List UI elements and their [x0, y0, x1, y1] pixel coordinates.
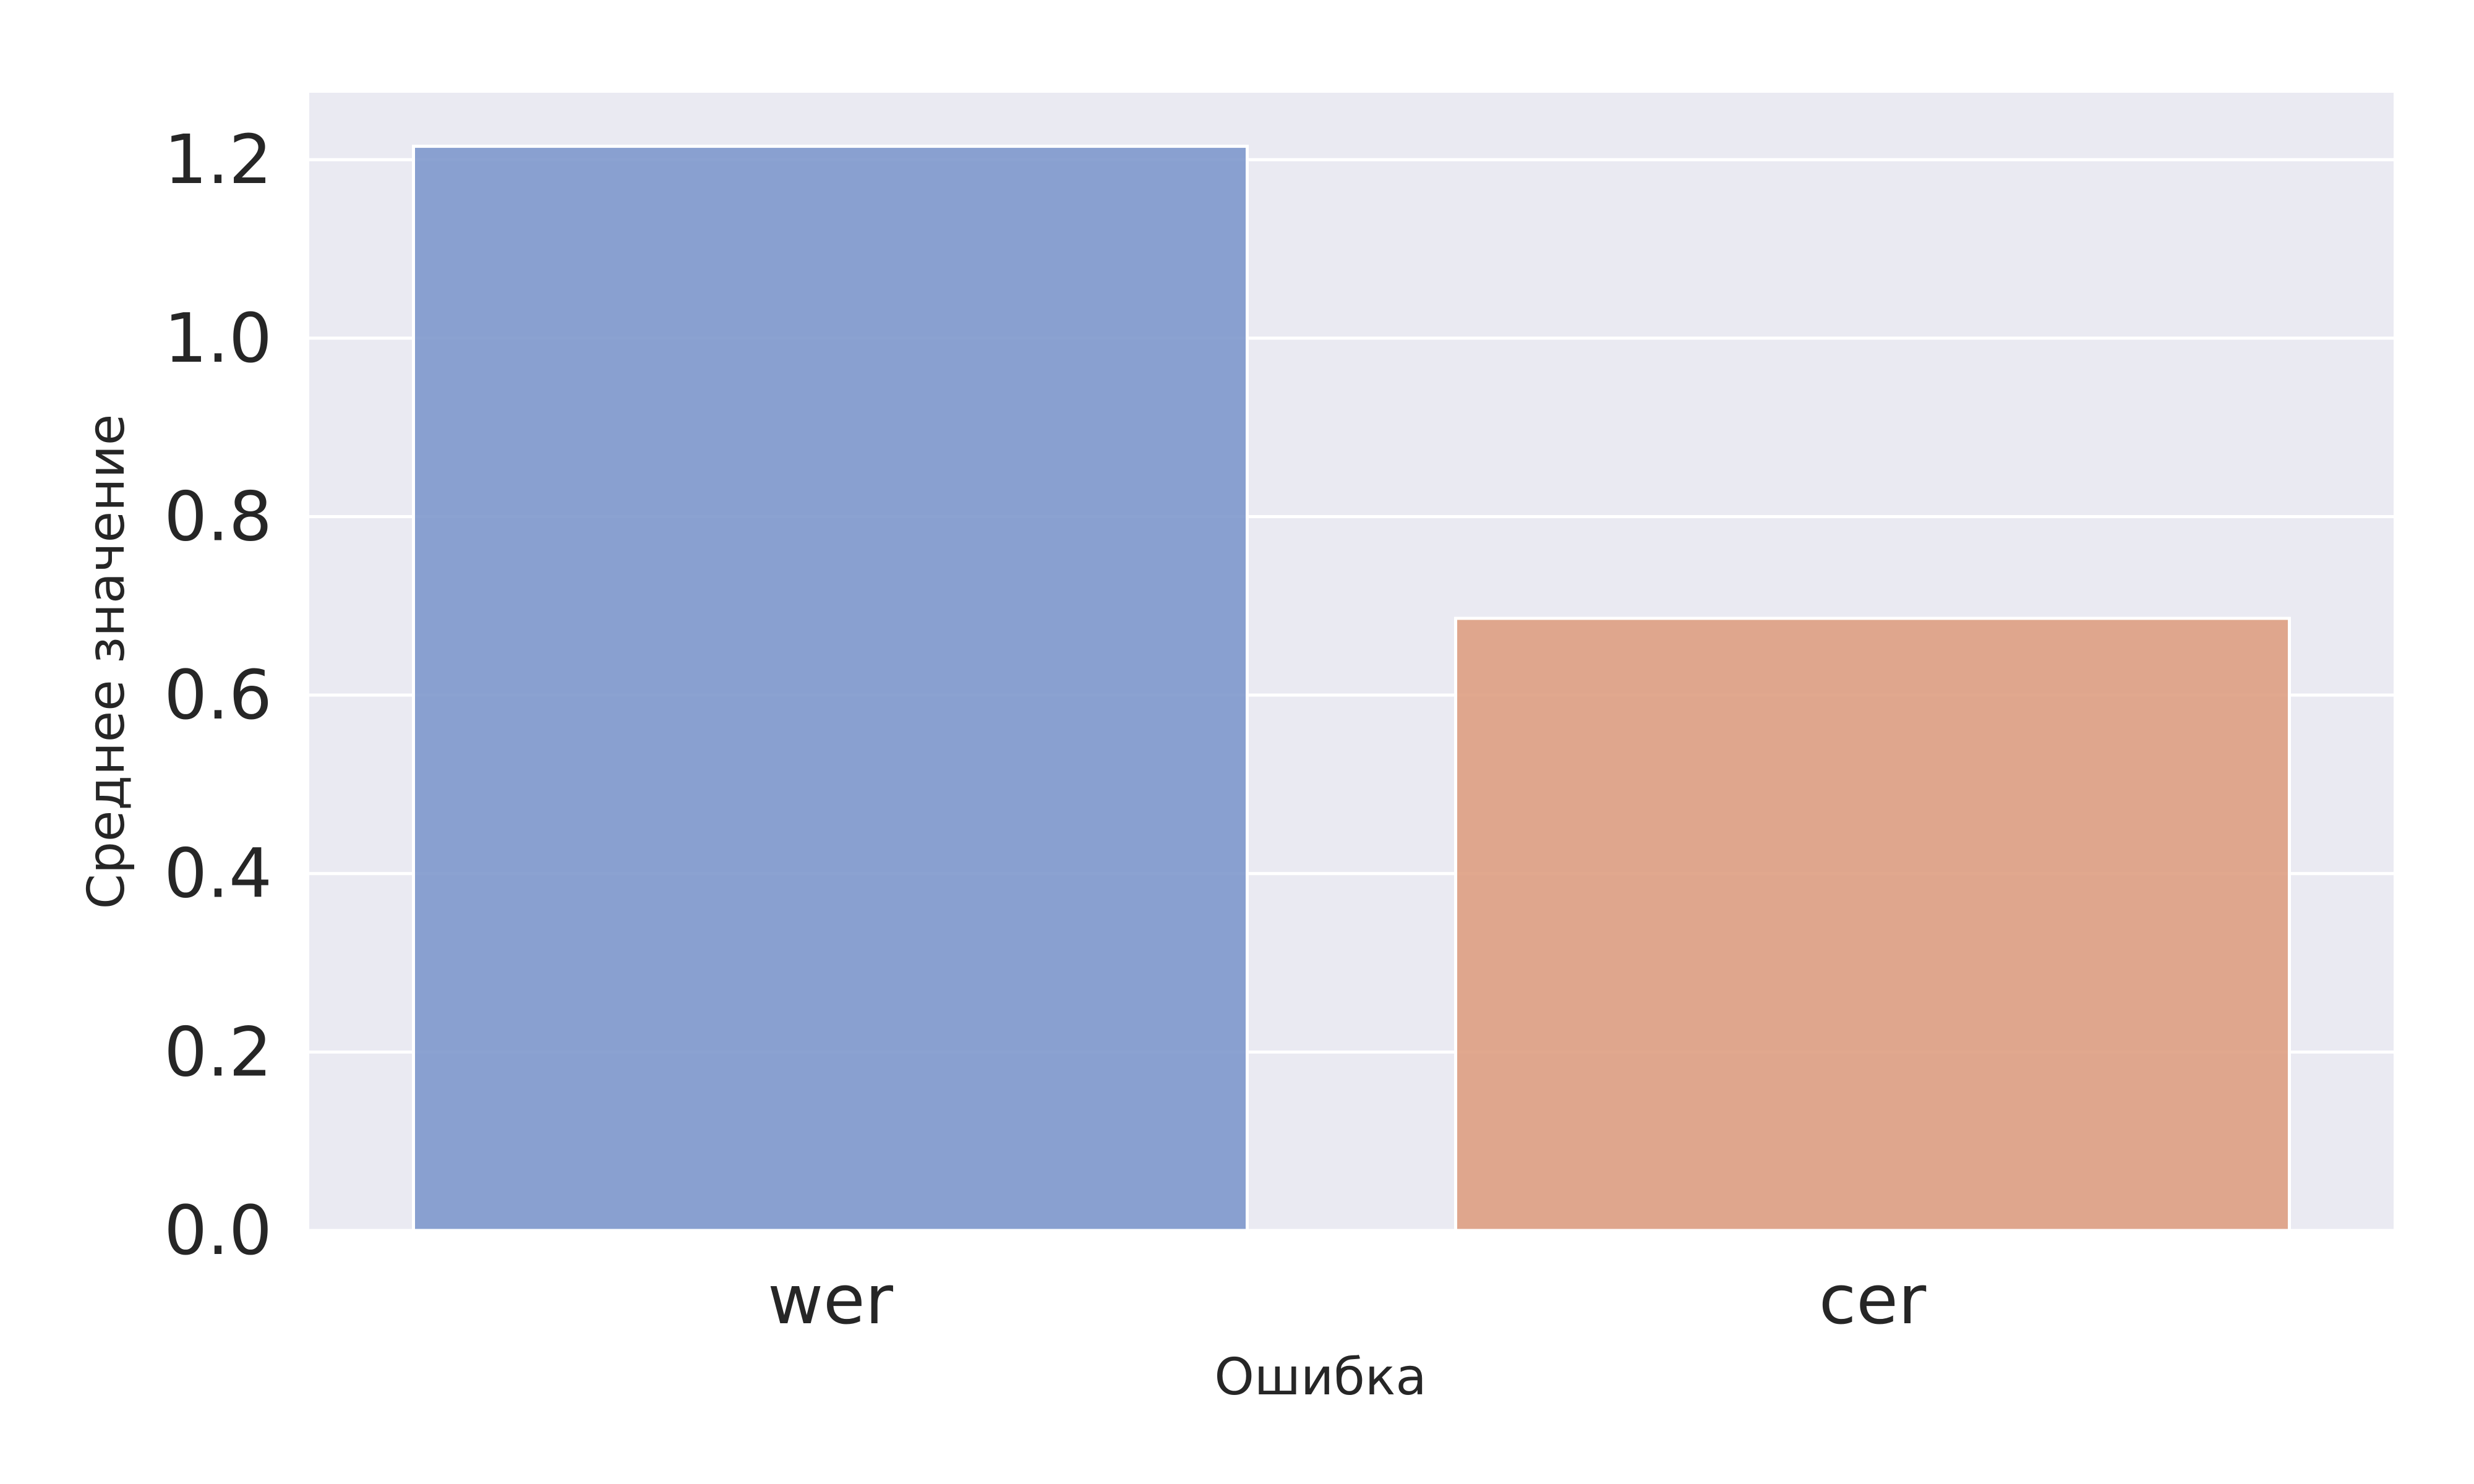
- y-tick-label: 0.2: [164, 1012, 272, 1091]
- y-tick-label: 0.8: [164, 477, 272, 556]
- x-tick-label: cer: [1819, 1260, 1927, 1339]
- y-tick-label: 0.4: [164, 834, 272, 913]
- y-tick-labels: 0.0 0.2 0.4 0.6 0.8 1.0 1.2: [164, 120, 272, 1270]
- y-tick-label: 1.2: [164, 120, 272, 199]
- bar-wer: [412, 145, 1249, 1232]
- bar-cer: [1454, 616, 2291, 1232]
- bars: [412, 145, 2291, 1232]
- y-axis-label: Среднее значение: [77, 414, 136, 910]
- y-tick-label: 1.0: [164, 299, 272, 378]
- x-tick-label: wer: [768, 1260, 894, 1339]
- x-tick-labels: wer cer: [768, 1260, 1927, 1339]
- y-tick-label: 0.6: [164, 655, 272, 735]
- y-tick-label: 0.0: [164, 1191, 272, 1270]
- x-axis-label: Ошибка: [1214, 1348, 1426, 1407]
